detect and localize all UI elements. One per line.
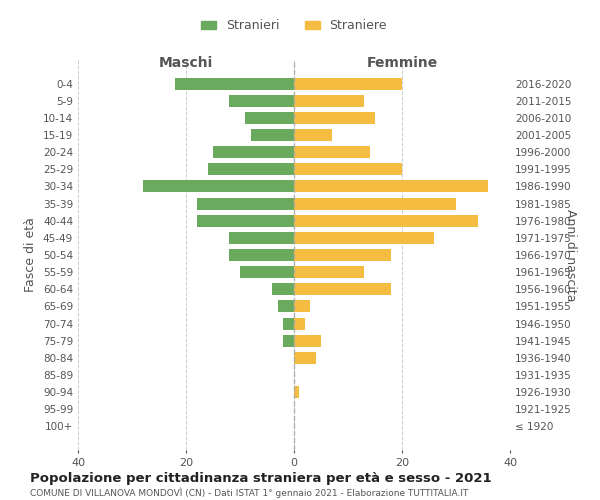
Bar <box>294 95 364 107</box>
Y-axis label: Anni di nascita: Anni di nascita <box>564 209 577 301</box>
Bar <box>294 129 332 141</box>
Legend: Stranieri, Straniere: Stranieri, Straniere <box>197 16 391 36</box>
Bar <box>294 112 375 124</box>
Y-axis label: Fasce di età: Fasce di età <box>25 218 37 292</box>
Bar <box>294 232 434 244</box>
Bar <box>272 284 294 296</box>
Bar <box>251 129 294 141</box>
Bar <box>229 232 294 244</box>
Bar <box>294 164 402 175</box>
Text: Maschi: Maschi <box>159 56 213 70</box>
Bar <box>294 78 402 90</box>
Bar <box>294 198 456 209</box>
Bar <box>294 334 321 346</box>
Text: COMUNE DI VILLANOVA MONDOVÌ (CN) - Dati ISTAT 1° gennaio 2021 - Elaborazione TUT: COMUNE DI VILLANOVA MONDOVÌ (CN) - Dati … <box>30 487 469 498</box>
Bar <box>294 386 299 398</box>
Bar <box>245 112 294 124</box>
Bar <box>294 318 305 330</box>
Bar <box>229 249 294 261</box>
Bar <box>294 249 391 261</box>
Bar <box>278 300 294 312</box>
Bar <box>294 180 488 192</box>
Bar <box>229 95 294 107</box>
Text: Popolazione per cittadinanza straniera per età e sesso - 2021: Popolazione per cittadinanza straniera p… <box>30 472 491 485</box>
Bar <box>294 266 364 278</box>
Bar <box>197 198 294 209</box>
Bar <box>283 334 294 346</box>
Bar <box>240 266 294 278</box>
Bar <box>213 146 294 158</box>
Bar <box>294 352 316 364</box>
Bar <box>294 284 391 296</box>
Bar <box>294 300 310 312</box>
Bar <box>208 164 294 175</box>
Bar <box>294 214 478 226</box>
Bar <box>294 146 370 158</box>
Bar <box>197 214 294 226</box>
Bar <box>143 180 294 192</box>
Text: Femmine: Femmine <box>367 56 437 70</box>
Bar <box>283 318 294 330</box>
Bar <box>175 78 294 90</box>
